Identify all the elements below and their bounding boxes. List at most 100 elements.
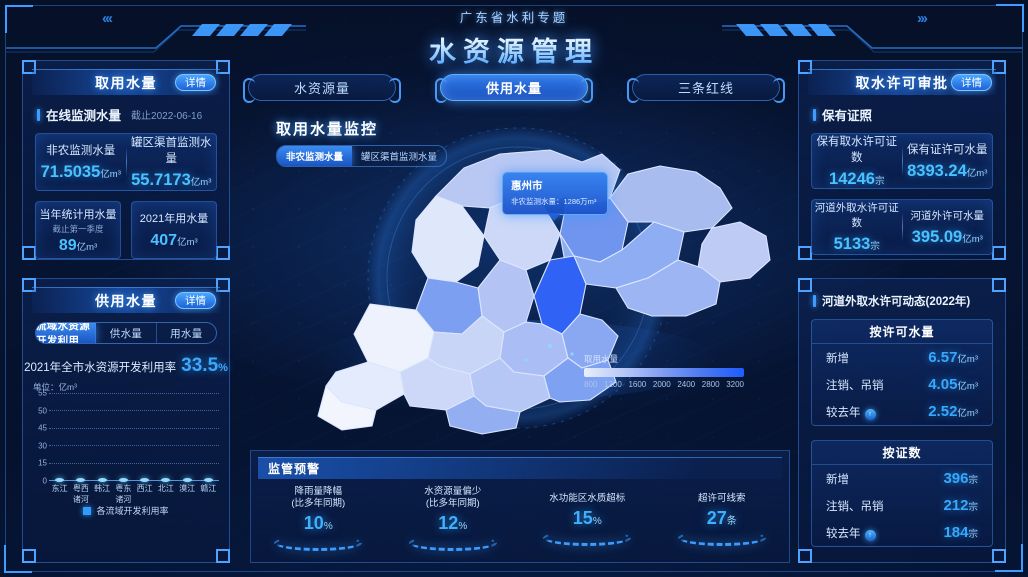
card-current-year-usage: 当年统计用水量 截止第一季度 89亿m³ — [35, 201, 121, 259]
metric-unit: 宗 — [870, 241, 880, 252]
metric-value: 407亿m³ — [150, 232, 198, 249]
map-legend-title: 取用水量 — [584, 354, 619, 364]
header-wing-left — [6, 18, 306, 62]
metric-value: 14246宗 — [829, 170, 885, 188]
corner-tr — [216, 60, 230, 74]
warning-resource-shortage: 水资源量偏少 (比多年同期) 12% — [386, 486, 521, 551]
row-unit: 亿m³ — [957, 381, 978, 392]
section-label: 在线监测水量 — [46, 109, 122, 123]
row-vs-last-year: 较去年 ↑ 2.52亿m³ — [812, 398, 992, 425]
card-row-yearly: 当年统计用水量 截止第一季度 89亿m³ 2021年用水量 407亿m³ — [35, 201, 217, 259]
map-tab-non-agri[interactable]: 非农监测水量 — [277, 146, 353, 166]
metric-value: 55.7173亿m³ — [131, 171, 212, 189]
row-unit: 亿m³ — [957, 408, 978, 419]
row-label: 较去年 ↑ — [826, 525, 876, 541]
panel-permit-approval: 取水许可审批 详情 保有证照 保有取水许可证数 14246宗 保有证许可水量 8… — [798, 60, 1006, 260]
warning-value: 10% — [303, 512, 333, 533]
tab-water-supply[interactable]: 供水量 — [96, 323, 157, 343]
chart-y-axis: 55 50 45 30 15 0 — [29, 389, 49, 486]
percent-sign: % — [218, 362, 228, 374]
map-tabs[interactable]: 非农监测水量 罐区渠首监测水量 — [276, 145, 448, 167]
corner-tl — [22, 60, 36, 74]
section-title-offchannel-dynamics: 河道外取水许可动态(2022年) — [813, 293, 1005, 309]
section-label: 保有证照 — [822, 109, 873, 123]
corner-bl — [798, 549, 812, 563]
nav-item-three-red-lines[interactable]: 三条红线 — [627, 74, 785, 103]
divider — [125, 147, 127, 177]
map-legend-tick: 2400 — [677, 380, 696, 389]
map-legend-tick: 3200 — [726, 380, 744, 389]
metric-value: 5133宗 — [833, 235, 880, 253]
corner-br — [216, 246, 230, 260]
card-monitored-volume: 非农监测水量 71.5035亿m³ 罐区渠首监测水量 55.7173亿m³ — [35, 133, 217, 191]
detail-button-water-intake[interactable]: 详情 — [175, 74, 216, 91]
map-markers — [494, 344, 574, 374]
panel-header-permit-approval: 取水许可审批 详情 — [808, 69, 996, 95]
detail-button-permit-approval[interactable]: 详情 — [951, 74, 992, 91]
panel-header-regulatory-warning: 监管预警 — [258, 457, 782, 479]
chart-x-label: 赣江 — [200, 484, 217, 493]
map-region-jieyang — [615, 259, 721, 317]
corner-tr — [216, 278, 230, 292]
metric-offchannel-permit-volume: 河道外许可水量 395.09亿m³ — [903, 208, 993, 247]
warning-metric-row: 降雨量降幅 (比多年同期) 10% 水资源量偏少 (比多年同期) 12% 水功能区水… — [251, 486, 789, 551]
development-rate-line: 2021年全市水资源开发利用率 33.5% — [23, 355, 229, 377]
top-nav[interactable]: 水资源量 供用水量 三条红线 — [243, 74, 785, 103]
row-unit: 亿m³ — [957, 354, 978, 365]
metric-label: 当年统计用水量 — [39, 208, 117, 221]
warning-unit: % — [323, 520, 333, 532]
chart-x-label: 北江 — [157, 484, 174, 493]
tab-basin-development[interactable]: 流域水资源开发利用 — [36, 323, 97, 343]
chart-y-tick: 45 — [38, 423, 47, 433]
row-value: 396宗 — [943, 470, 978, 487]
tooltip-city-name: 惠州市 — [511, 180, 543, 192]
tabs-supply-use[interactable]: 流域水资源开发利用 供水量 用水量 — [35, 322, 217, 344]
chart-y-tick: 50 — [38, 406, 47, 416]
row-unit: 宗 — [968, 529, 978, 540]
panel-supply-use: 供用水量 详情 流域水资源开发利用 供水量 用水量 2021年全市水资源开发利用… — [22, 278, 230, 563]
map-region-meizhou — [609, 165, 733, 233]
basin-development-bar-chart: 单位：亿m³ 55 50 45 30 15 0 东江 粤西诸河 韩江 粤东诸河 西江 北江 漠江 赣江 — [29, 382, 223, 504]
page-header: ‹‹‹ ››› 广东省水利专题 水资源管理 — [0, 0, 1028, 100]
corner-tr — [992, 278, 1006, 292]
warning-ring-decoration — [677, 529, 766, 546]
guangdong-province-map[interactable] — [250, 110, 790, 440]
nav-item-water-resources[interactable]: 水资源量 — [243, 74, 401, 103]
corner-bl — [798, 246, 812, 260]
warning-value: 27条 — [706, 507, 737, 528]
metric-unit: 宗 — [874, 176, 885, 187]
chart-gridline — [49, 445, 219, 447]
chart-plot-area — [49, 393, 219, 481]
map-legend-tick: 800 — [584, 380, 598, 389]
map-tab-canal-head[interactable]: 罐区渠首监测水量 — [361, 152, 438, 163]
card-title: 按许可水量 — [812, 320, 992, 344]
card-offchannel-licenses: 河道外取水许可证数 5133宗 河道外许可水量 395.09亿m³ — [811, 199, 993, 255]
panel-title: 供用水量 — [95, 292, 157, 309]
detail-button-supply-use[interactable]: 详情 — [175, 292, 216, 309]
chart-y-tick: 55 — [38, 388, 47, 398]
metric-unit: 亿m³ — [76, 241, 98, 253]
metric-offchannel-permit-count: 河道外取水许可证数 5133宗 — [812, 200, 902, 254]
corner-tl — [798, 60, 812, 74]
warning-rainfall-drop: 降雨量降幅 (比多年同期) 10% — [251, 486, 386, 551]
card-title: 按证数 — [812, 441, 992, 465]
chart-x-label: 西江 — [136, 484, 153, 493]
row-cancelled-revoked: 注销、吊销 212宗 — [812, 492, 992, 519]
metric-unit: 亿m³ — [100, 169, 121, 180]
panel-permit-dynamics: 河道外取水许可动态(2022年) 按许可水量 新增 6.57亿m³ 注销、吊销 … — [798, 278, 1006, 563]
chart-gridline — [49, 427, 219, 429]
panel-title: 监管预警 — [268, 462, 321, 476]
panel-water-intake: 取用水量 详情 在线监测水量 截止2022-06-16 非农监测水量 71.50… — [22, 60, 230, 260]
tab-water-usage[interactable]: 用水量 — [170, 327, 203, 340]
panel-title: 取水许可审批 — [855, 74, 949, 91]
panel-title: 取用水量 — [95, 74, 157, 91]
card-by-certificate-count: 按证数 新增 396宗 注销、吊销 212宗 较去年 ↑ 184宗 — [811, 440, 993, 547]
chart-x-label: 东江 — [51, 484, 68, 493]
metric-held-permit-volume: 保有证许可水量 8393.24亿m³ — [903, 141, 993, 181]
warning-value: 15% — [572, 507, 602, 528]
header-wing-right — [722, 18, 1022, 62]
page-subtitle: 广东省水利专题 — [459, 11, 569, 25]
chart-gridline — [49, 410, 219, 412]
header-arrow-right-icon: ››› — [917, 10, 928, 27]
nav-item-supply-use[interactable]: 供用水量 — [435, 74, 593, 103]
